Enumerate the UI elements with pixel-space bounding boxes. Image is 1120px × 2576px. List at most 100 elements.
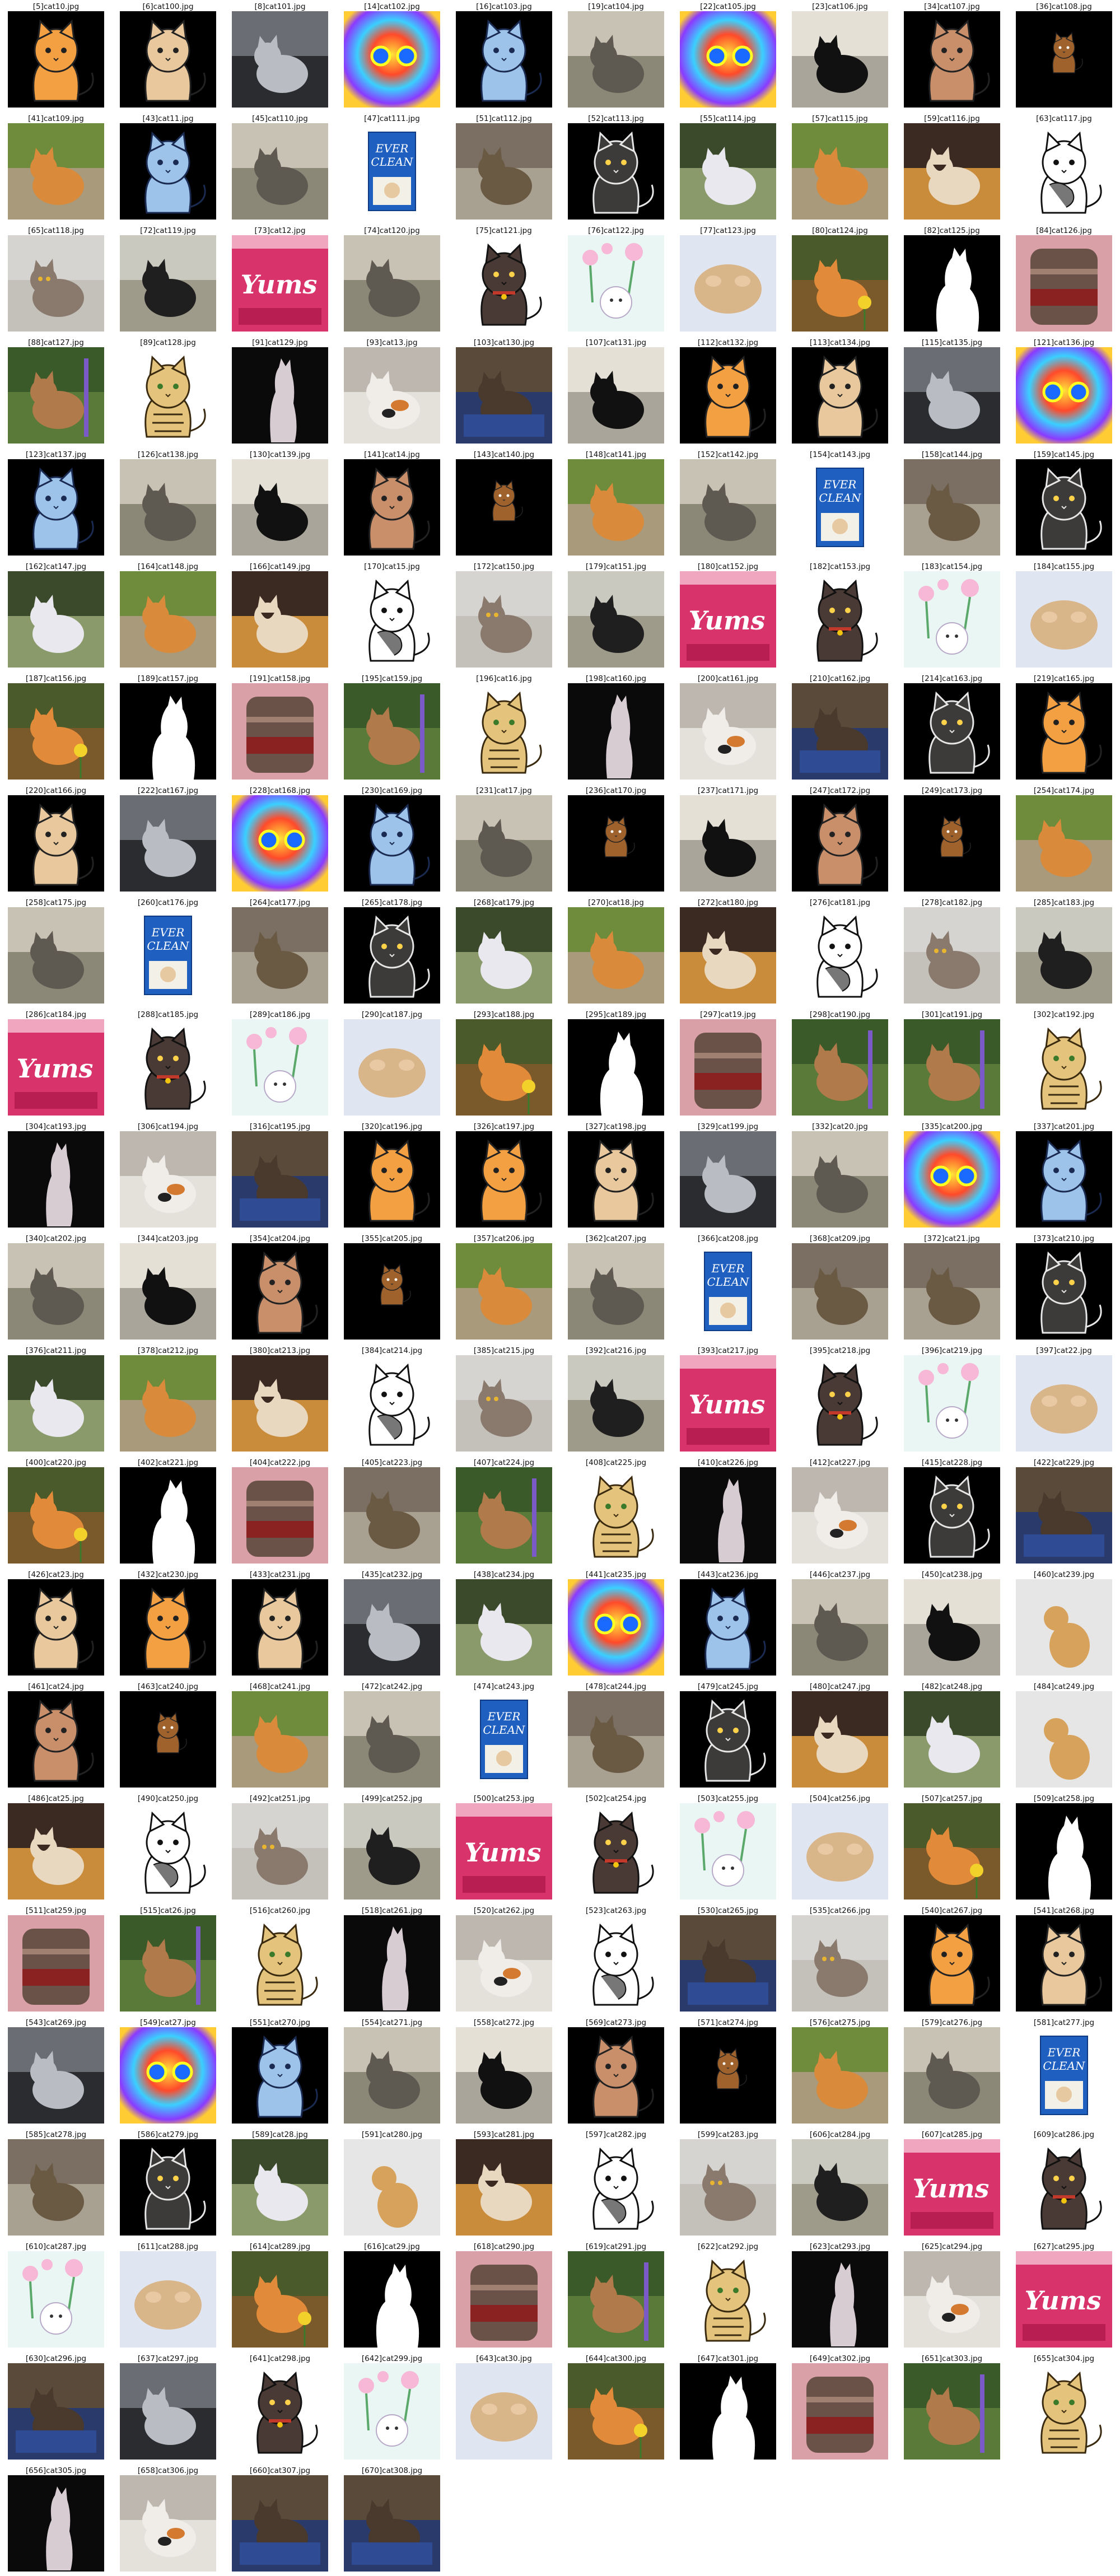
thumbnail-cell: [180]cat152.jpg Yums <box>673 561 783 671</box>
thumbnail-image <box>120 571 216 668</box>
thumbnail-image <box>680 459 776 556</box>
thumbnail-caption: [438]cat234.jpg <box>473 1570 535 1579</box>
thumbnail-image: Yums <box>232 235 328 332</box>
thumbnail-cell: [113]cat134.jpg <box>785 337 895 447</box>
thumbnail-caption: [535]cat266.jpg <box>809 1906 871 1915</box>
thumbnail-image <box>456 2027 552 2124</box>
thumbnail-image <box>8 123 104 220</box>
thumbnail-caption: [569]cat273.jpg <box>585 2018 647 2027</box>
thumbnail-image <box>120 795 216 892</box>
thumbnail-image <box>792 571 888 668</box>
thumbnail-image <box>792 683 888 780</box>
thumbnail-cell: [432]cat230.jpg <box>113 1569 223 1679</box>
thumbnail-caption: [210]cat162.jpg <box>809 674 871 683</box>
thumbnail-caption: [228]cat168.jpg <box>249 786 311 795</box>
thumbnail-caption: [45]cat110.jpg <box>252 114 308 123</box>
thumbnail-caption: [606]cat284.jpg <box>809 2130 871 2139</box>
thumbnail-image <box>456 907 552 1004</box>
thumbnail-image <box>120 123 216 220</box>
svg-text:EVER: EVER <box>1047 2046 1081 2059</box>
thumbnail-cell: [80]cat124.jpg <box>785 225 895 335</box>
thumbnail-image <box>344 1131 440 1228</box>
thumbnail-image <box>568 11 664 108</box>
thumbnail-cell: [297]cat19.jpg <box>673 1009 783 1119</box>
thumbnail-image <box>456 2363 552 2460</box>
thumbnail-image <box>568 1019 664 1116</box>
thumbnail-image <box>344 2251 440 2348</box>
thumbnail-cell: [637]cat297.jpg <box>113 2353 223 2463</box>
thumbnail-cell: [647]cat301.jpg <box>673 2353 783 2463</box>
thumbnail-caption: [295]cat189.jpg <box>585 1010 647 1019</box>
thumbnail-caption: [57]cat115.jpg <box>812 114 868 123</box>
thumbnail-cell: [77]cat123.jpg <box>673 225 783 335</box>
thumbnail-caption: [463]cat240.jpg <box>137 1682 199 1691</box>
thumbnail-caption: [247]cat172.jpg <box>809 786 871 795</box>
thumbnail-image <box>120 1915 216 2012</box>
thumbnail-image <box>8 1915 104 2012</box>
thumbnail-image <box>792 2027 888 2124</box>
thumbnail-caption: [507]cat257.jpg <box>921 1794 983 1803</box>
thumbnail-caption: [372]cat21.jpg <box>924 1234 980 1243</box>
thumbnail-image <box>344 2139 440 2236</box>
thumbnail-image <box>120 1467 216 1564</box>
thumbnail-cell: [405]cat223.jpg <box>337 1457 447 1567</box>
thumbnail-image <box>8 1691 104 1788</box>
thumbnail-cell: [468]cat241.jpg <box>225 1681 335 1791</box>
thumbnail-caption: [290]cat187.jpg <box>361 1010 423 1019</box>
thumbnail-cell: [599]cat283.jpg <box>673 2129 783 2239</box>
thumbnail-cell: [623]cat293.jpg <box>785 2241 895 2351</box>
thumbnail-cell: [337]cat201.jpg <box>1009 1121 1119 1231</box>
thumbnail-caption: [23]cat106.jpg <box>812 2 868 11</box>
thumbnail-caption: [236]cat170.jpg <box>585 786 647 795</box>
thumbnail-cell: [415]cat228.jpg <box>897 1457 1007 1567</box>
thumbnail-cell: [304]cat193.jpg <box>1 1121 111 1231</box>
thumbnail-cell: [366]cat208.jpg EVER CLEAN <box>673 1233 783 1343</box>
svg-text:Yums: Yums <box>689 605 766 636</box>
thumbnail-cell: [332]cat20.jpg <box>785 1121 895 1231</box>
thumbnail-image <box>456 11 552 108</box>
thumbnail-caption: [579]cat276.jpg <box>921 2018 983 2027</box>
thumbnail-caption: [619]cat291.jpg <box>585 2242 647 2251</box>
thumbnail-caption: [320]cat196.jpg <box>361 1122 423 1131</box>
thumbnail-cell: [569]cat273.jpg <box>561 2017 671 2127</box>
thumbnail-cell: [198]cat160.jpg <box>561 673 671 783</box>
thumbnail-cell: [184]cat155.jpg <box>1009 561 1119 671</box>
thumbnail-cell: [210]cat162.jpg <box>785 673 895 783</box>
thumbnail-caption: [520]cat262.jpg <box>473 1906 535 1915</box>
thumbnail-image <box>568 123 664 220</box>
thumbnail-caption: [304]cat193.jpg <box>25 1122 87 1131</box>
thumbnail-image: EVER CLEAN <box>1016 2027 1112 2124</box>
thumbnail-cell: [52]cat113.jpg <box>561 113 671 223</box>
thumbnail-cell: [554]cat271.jpg <box>337 2017 447 2127</box>
thumbnail-caption: [472]cat242.jpg <box>361 1682 423 1691</box>
thumbnail-caption: [276]cat181.jpg <box>809 898 871 907</box>
thumbnail-cell: [220]cat166.jpg <box>1 785 111 895</box>
thumbnail-caption: [198]cat160.jpg <box>585 674 647 683</box>
thumbnail-cell: [298]cat190.jpg <box>785 1009 895 1119</box>
thumbnail-caption: [189]cat157.jpg <box>137 674 199 683</box>
thumbnail-caption: [327]cat198.jpg <box>585 1122 647 1131</box>
thumbnail-caption: [500]cat253.jpg <box>473 1794 535 1803</box>
thumbnail-caption: [368]cat209.jpg <box>809 1234 871 1243</box>
thumbnail-image <box>568 1355 664 1452</box>
thumbnail-cell: [43]cat11.jpg <box>113 113 223 223</box>
thumbnail-cell: [5]cat10.jpg <box>1 1 111 111</box>
thumbnail-image <box>344 459 440 556</box>
thumbnail-caption: [378]cat212.jpg <box>137 1346 199 1355</box>
thumbnail-image <box>456 347 552 444</box>
thumbnail-image <box>120 2251 216 2348</box>
thumbnail-cell: [435]cat232.jpg <box>337 1569 447 1679</box>
thumbnail-image <box>232 1579 328 1676</box>
thumbnail-caption: [5]cat10.jpg <box>32 2 80 11</box>
thumbnail-cell: [344]cat203.jpg <box>113 1233 223 1343</box>
thumbnail-cell: [249]cat173.jpg <box>897 785 1007 895</box>
thumbnail-caption: [637]cat297.jpg <box>137 2354 199 2363</box>
svg-text:Yums: Yums <box>913 2173 990 2204</box>
thumbnail-caption: [162]cat147.jpg <box>25 562 87 571</box>
thumbnail-image <box>680 2363 776 2460</box>
thumbnail-caption: [486]cat25.jpg <box>28 1794 84 1803</box>
thumbnail-cell: [609]cat286.jpg <box>1009 2129 1119 2239</box>
thumbnail-cell: [378]cat212.jpg <box>113 1345 223 1455</box>
thumbnail-cell: [16]cat103.jpg <box>449 1 559 111</box>
thumbnail-image <box>904 1355 1000 1452</box>
